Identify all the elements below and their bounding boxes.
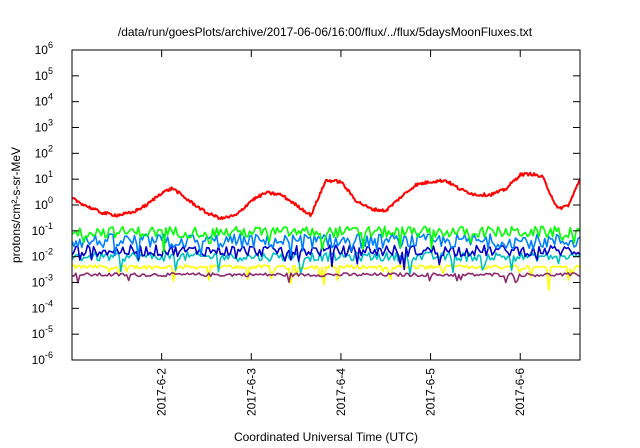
- y-tick-exponent: -5: [45, 324, 53, 334]
- x-axis-label: Coordinated Universal Time (UTC): [234, 430, 418, 444]
- series-line: [71, 244, 581, 271]
- series-line: [71, 251, 581, 275]
- series-line: [71, 264, 581, 292]
- x-tick-label: 2017-6-6: [513, 368, 527, 416]
- chart-title: /data/run/goesPlots/archive/2017-06-06/1…: [118, 25, 533, 39]
- y-tick-exponent: -1: [45, 221, 53, 231]
- y-tick-exponent: 0: [48, 195, 53, 205]
- y-tick-exponent: 4: [48, 92, 53, 102]
- x-axis: 2017-6-2 2017-6-3 2017-6-4 2017-6-5 2017-6-6: [155, 50, 527, 416]
- y-tick-exponent: -4: [45, 298, 53, 308]
- y-tick-label: 10-3: [32, 273, 53, 290]
- x-tick-label: 2017-6-2: [155, 368, 169, 416]
- y-tick-base: 10: [35, 43, 49, 57]
- y-tick-base: 10: [35, 69, 49, 83]
- y-tick-base: 10: [35, 146, 49, 160]
- y-tick-base: 10: [32, 353, 46, 367]
- x-tick-label: 2017-6-4: [334, 368, 348, 416]
- y-tick-exponent: 6: [48, 40, 53, 50]
- y-tick-base: 10: [35, 198, 49, 212]
- y-tick-label: 105: [35, 66, 53, 83]
- x-tick-label: 2017-6-5: [424, 368, 438, 416]
- y-tick-label: 104: [35, 92, 53, 109]
- y-tick-base: 10: [32, 250, 46, 264]
- y-tick-label: 103: [35, 118, 53, 135]
- y-axis: 10610510410310210110010-110-210-310-410-…: [32, 40, 580, 367]
- y-tick-label: 10-1: [32, 221, 53, 238]
- y-tick-label: 101: [35, 169, 53, 186]
- y-tick-base: 10: [32, 301, 46, 315]
- series-line: [71, 171, 581, 220]
- y-tick-base: 10: [35, 95, 49, 109]
- series-layer: [71, 171, 581, 292]
- y-tick-exponent: -2: [45, 247, 53, 257]
- y-tick-base: 10: [35, 172, 49, 186]
- y-tick-exponent: 1: [48, 169, 53, 179]
- y-tick-base: 10: [32, 224, 46, 238]
- x-tick-label: 2017-6-3: [244, 368, 258, 416]
- y-tick-base: 10: [32, 327, 46, 341]
- y-tick-label: 106: [35, 40, 53, 57]
- y-tick-label: 10-5: [32, 324, 53, 341]
- y-axis-label: protons/cm²-s-sr-MeV: [9, 147, 23, 263]
- y-tick-label: 10-2: [32, 247, 53, 264]
- y-tick-exponent: 2: [48, 143, 53, 153]
- y-tick-exponent: 5: [48, 66, 53, 76]
- y-tick-base: 10: [35, 121, 49, 135]
- y-tick-label: 102: [35, 143, 53, 160]
- y-tick-exponent: 3: [48, 118, 53, 128]
- y-tick-label: 100: [35, 195, 53, 212]
- y-tick-label: 10-6: [32, 350, 53, 367]
- series-line: [71, 272, 581, 284]
- series-line: [71, 225, 581, 254]
- y-tick-exponent: -3: [45, 273, 53, 283]
- y-tick-exponent: -6: [45, 350, 53, 360]
- y-tick-label: 10-4: [32, 298, 53, 315]
- y-tick-base: 10: [32, 276, 46, 290]
